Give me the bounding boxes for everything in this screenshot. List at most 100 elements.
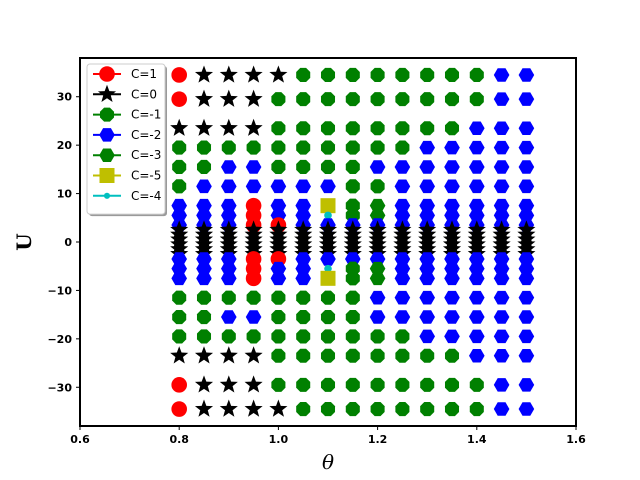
data-point [345, 121, 360, 136]
y-tick-label: −20 [47, 333, 72, 346]
data-point [320, 329, 336, 344]
data-point [469, 329, 485, 344]
data-point [493, 402, 510, 416]
legend-entry: C=-1 [93, 107, 161, 122]
data-point [245, 160, 262, 174]
data-point [420, 377, 435, 392]
data-point [419, 140, 435, 155]
data-point [221, 290, 236, 305]
y-tick-label: 30 [57, 91, 73, 104]
data-point [196, 140, 212, 155]
data-point [219, 375, 238, 393]
data-point [469, 160, 485, 174]
x-axis: 0.6 0.8 1.0 1.2 1.4 1.6 [70, 426, 586, 446]
data-point [370, 121, 385, 136]
data-point [370, 140, 385, 155]
data-point [518, 179, 535, 194]
data-point [320, 310, 336, 325]
data-point [345, 290, 360, 305]
data-point [271, 92, 286, 107]
x-tick-label: 1.4 [467, 433, 487, 446]
data-point [493, 140, 510, 155]
data-point [245, 310, 262, 324]
data-point [246, 140, 261, 155]
data-point [194, 118, 214, 136]
data-point [444, 140, 460, 155]
data-point [493, 92, 510, 106]
data-point [320, 402, 336, 417]
data-point [518, 160, 535, 174]
data-point [395, 140, 410, 155]
data-point [493, 349, 510, 363]
data-point [320, 252, 336, 266]
data-point [395, 92, 410, 107]
data-point [172, 329, 187, 344]
legend-label: C=-5 [131, 169, 161, 183]
x-tick-label: 0.6 [70, 433, 90, 446]
data-point [518, 121, 535, 135]
y-axis: 30 20 10 0 −10 −20 −30 [47, 91, 80, 394]
data-point [370, 179, 385, 194]
data-point [271, 159, 286, 174]
data-point [244, 89, 263, 107]
legend-label: C=-3 [131, 148, 161, 162]
y-axis-label: U [12, 233, 36, 250]
data-point [245, 270, 262, 287]
data-point [518, 140, 535, 155]
data-point [170, 118, 189, 136]
data-point [518, 271, 535, 286]
data-point [420, 92, 435, 107]
data-point [296, 348, 311, 363]
data-point [320, 179, 336, 194]
data-point [394, 310, 411, 324]
data-point [444, 92, 460, 107]
data-point [493, 378, 510, 392]
data-point [320, 159, 336, 174]
data-point [271, 310, 286, 325]
legend-label: C=1 [131, 67, 157, 81]
data-point [320, 92, 336, 107]
data-point [270, 179, 287, 194]
data-point [419, 290, 435, 305]
data-point [345, 310, 360, 325]
data-point [444, 402, 460, 417]
data-point [420, 402, 435, 417]
data-point [394, 179, 411, 194]
data-point [518, 92, 535, 106]
data-point [221, 179, 237, 194]
data-point [395, 402, 410, 417]
data-point [196, 179, 212, 194]
data-point [324, 211, 332, 220]
data-point [320, 348, 336, 363]
data-point [196, 310, 212, 325]
legend-marker [103, 192, 111, 199]
data-point [518, 349, 535, 363]
data-point [395, 377, 410, 392]
legend-entry: C=0 [93, 84, 157, 102]
data-point [493, 160, 510, 174]
data-point [345, 329, 360, 344]
data-point [395, 67, 410, 82]
data-point [296, 290, 311, 305]
data-point [370, 67, 385, 82]
data-point [518, 310, 535, 324]
data-point [221, 140, 236, 155]
data-point [194, 89, 214, 107]
data-point [444, 348, 460, 363]
legend-label: C=-1 [131, 108, 161, 122]
data-point [271, 140, 286, 155]
data-point [219, 346, 238, 364]
data-point [370, 348, 385, 363]
data-point [444, 67, 460, 82]
data-point [296, 67, 311, 82]
legend-marker [99, 128, 115, 142]
data-point [345, 179, 360, 194]
data-point [196, 329, 212, 344]
data-point [296, 140, 311, 155]
data-point [345, 402, 360, 417]
data-point [196, 271, 212, 286]
x-tick-label: 1.6 [566, 433, 586, 446]
data-point [444, 329, 460, 344]
data-point [196, 290, 212, 305]
data-point [469, 140, 485, 155]
